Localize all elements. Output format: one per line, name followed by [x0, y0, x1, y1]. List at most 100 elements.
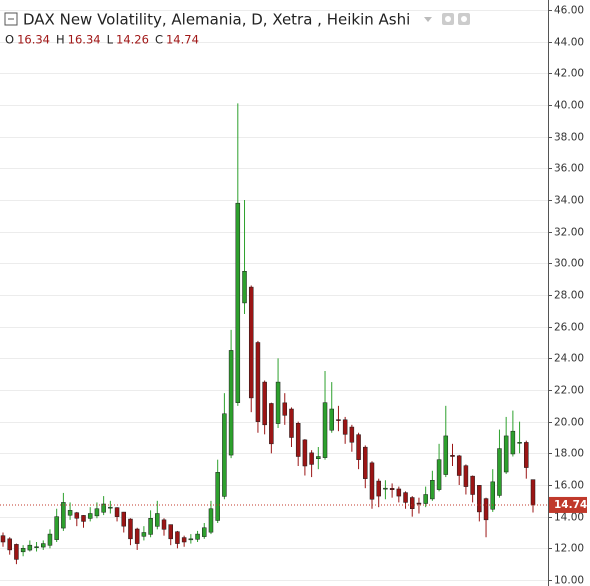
last-price-box — [549, 496, 587, 513]
y-tick-label: 46.00 — [554, 5, 584, 17]
y-tick-label: 42.00 — [554, 68, 584, 80]
candle-body — [269, 403, 274, 445]
candle-body — [363, 446, 368, 479]
y-tick-label: 22.00 — [554, 385, 584, 397]
candle-body — [524, 442, 529, 468]
y-tick-label: 36.00 — [554, 163, 584, 175]
candle-body — [0, 535, 6, 543]
candle-body — [47, 533, 53, 546]
candle-body — [74, 512, 80, 519]
candle-body — [41, 543, 46, 548]
candle-body — [383, 487, 388, 490]
candle-body — [228, 350, 234, 456]
candle-body — [27, 544, 33, 551]
candle-body — [235, 202, 241, 403]
candle-body — [517, 442, 522, 444]
candle-body — [309, 452, 314, 465]
candle-body — [14, 544, 19, 560]
y-tick-label: 20.00 — [554, 417, 584, 429]
candle-body — [255, 342, 261, 422]
legend-value: 14.26 — [116, 33, 149, 47]
candle-body — [295, 423, 301, 457]
candle-body — [148, 518, 153, 535]
candle-body — [61, 502, 66, 529]
candle-body — [336, 419, 341, 421]
candle-body — [215, 472, 220, 521]
last-price-label: 14.74 — [554, 499, 587, 511]
candle-body — [423, 494, 428, 504]
candle-body — [208, 508, 214, 533]
candle-body — [114, 507, 120, 517]
candle-body — [530, 479, 536, 506]
candle-body — [128, 518, 133, 540]
candle-body — [248, 286, 254, 399]
candle-body — [389, 488, 395, 491]
candle-body — [34, 546, 39, 548]
candle-body — [134, 528, 140, 544]
legend-value: 16.34 — [17, 33, 50, 47]
candle-body — [396, 488, 402, 497]
y-tick-label: 14.00 — [554, 512, 584, 524]
legend-value: 16.34 — [68, 33, 101, 47]
y-tick-label: 12.00 — [554, 543, 584, 555]
candle-body — [141, 532, 147, 537]
candle-body — [470, 475, 475, 495]
candle-body — [20, 548, 26, 553]
candle-body — [436, 459, 442, 490]
candle-body — [242, 271, 247, 304]
legend-label: O — [5, 33, 14, 47]
candles — [0, 103, 548, 565]
legend-label: L — [107, 33, 114, 47]
legend-label: C — [155, 33, 163, 47]
candle-body — [490, 481, 495, 510]
y-tick-label: 34.00 — [554, 195, 584, 207]
candle-body — [416, 502, 422, 505]
y-tick-label: 30.00 — [554, 258, 584, 270]
candle-body — [322, 402, 328, 458]
candle-body — [443, 435, 449, 475]
candle-body — [316, 456, 321, 459]
candle-body — [175, 531, 180, 544]
settings-icon-dot — [445, 16, 451, 22]
candle-body — [409, 497, 415, 509]
candle-body — [477, 485, 482, 513]
candle-body — [195, 533, 200, 540]
y-tick-label: 16.00 — [554, 480, 584, 492]
candle-body — [430, 480, 435, 500]
dropdown-arrow[interactable] — [424, 17, 432, 22]
candle-body — [7, 538, 12, 551]
candle-body — [168, 524, 173, 540]
candle-body — [67, 510, 73, 516]
y-tick-label: 38.00 — [554, 132, 584, 144]
ohlc-legend: O 16.34 H 16.34 L 14.26 C 14.74 — [5, 33, 199, 47]
legend-value: 14.74 — [166, 33, 199, 47]
candle-body — [349, 426, 355, 443]
candle-body — [161, 519, 167, 530]
candle-body — [342, 419, 348, 435]
y-tick-label: 28.00 — [554, 290, 584, 302]
header: DAX New Volatility, Alemania, D, Xetra ,… — [4, 11, 470, 29]
candle-body — [483, 498, 489, 521]
candle-body — [108, 506, 113, 509]
candle-body — [54, 516, 59, 540]
candle-body — [188, 538, 194, 541]
candle-body — [450, 454, 455, 457]
candle-body — [81, 515, 86, 522]
candle-body — [369, 462, 375, 500]
candle-body — [101, 503, 106, 513]
y-tick-label: 26.00 — [554, 322, 584, 334]
gear-icon-dot — [461, 16, 467, 22]
legend-label: H — [56, 33, 65, 47]
y-tick-label: 40.00 — [554, 100, 584, 112]
candle-body — [376, 480, 381, 497]
candle-body — [356, 434, 361, 460]
candle-body — [155, 513, 160, 527]
candle-body — [87, 513, 93, 519]
candle-body — [497, 448, 502, 496]
candle-body — [275, 381, 281, 424]
candle-body — [510, 430, 516, 455]
candle-body — [121, 511, 127, 527]
y-tick-label: 10.00 — [554, 575, 584, 586]
